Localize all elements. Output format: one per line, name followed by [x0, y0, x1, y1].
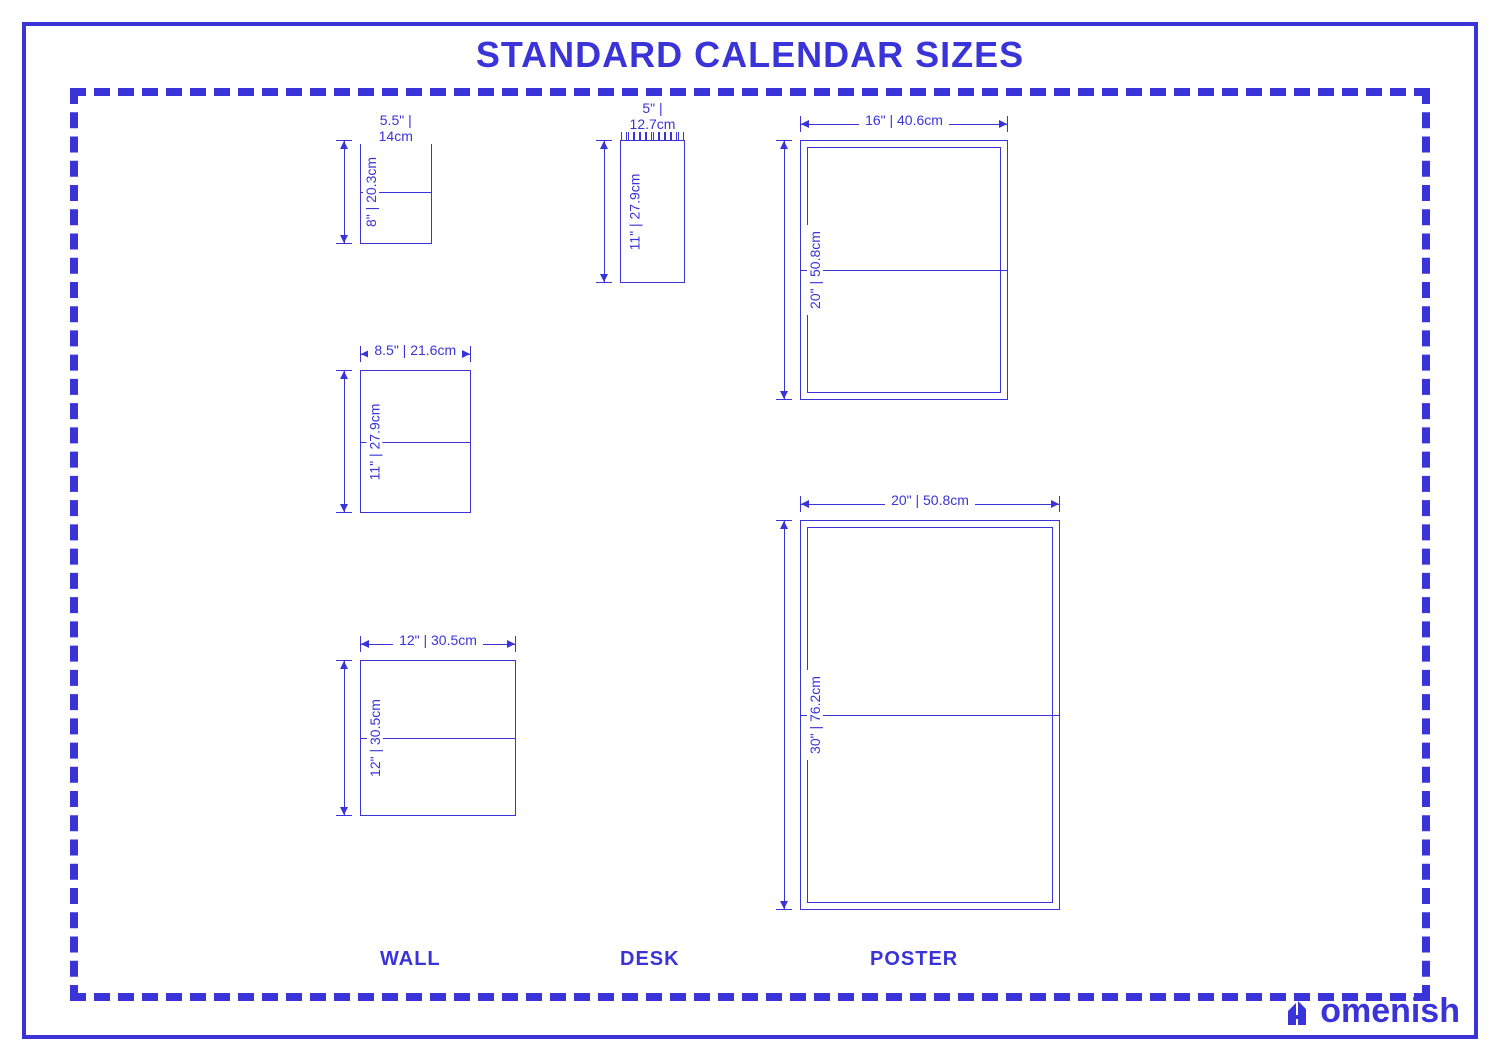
height-label: 12" | 30.5cm [367, 693, 383, 783]
calendar-wall_medium: 8.5" | 21.6cm11" | 27.9cm [360, 370, 471, 513]
width-label: 5" | 12.7cm [620, 100, 685, 132]
height-label: 8" | 20.3cm [363, 151, 379, 233]
height-label: 20" | 50.8cm [807, 225, 823, 315]
calendar-box [800, 140, 1008, 400]
width-label: 12" | 30.5cm [393, 632, 483, 648]
height-dimension: 11" | 27.9cm [334, 370, 356, 513]
width-dimension: 12" | 30.5cm [360, 634, 516, 656]
calendar-wall_large: 12" | 30.5cm12" | 30.5cm [360, 660, 516, 816]
calendar-poster_small: 16" | 40.6cm20" | 50.8cm [800, 140, 1008, 400]
height-dimension: 11" | 27.9cm [594, 140, 616, 283]
category-desk: DESK [620, 948, 680, 971]
calendar-poster_large: 20" | 50.8cm30" | 76.2cm [800, 520, 1060, 910]
width-label: 8.5" | 21.6cm [368, 342, 462, 358]
height-dimension: 20" | 50.8cm [774, 140, 796, 400]
page-title: STANDARD CALENDAR SIZES [0, 34, 1500, 76]
brand-logo: omenish [1284, 992, 1460, 1031]
calendar-box [800, 520, 1060, 910]
width-dimension: 16" | 40.6cm [800, 114, 1008, 136]
width-dimension: 20" | 50.8cm [800, 494, 1060, 516]
width-label: 5.5" | 14cm [360, 112, 432, 144]
height-dimension: 30" | 76.2cm [774, 520, 796, 910]
width-label: 20" | 50.8cm [885, 492, 975, 508]
height-label: 30" | 76.2cm [807, 670, 823, 760]
calendar-wall_small: 5.5" | 14cm8" | 20.3cm [360, 140, 432, 244]
height-dimension: 8" | 20.3cm [334, 140, 356, 244]
width-dimension: 8.5" | 21.6cm [360, 344, 471, 366]
brand-text: omenish [1320, 992, 1460, 1031]
width-dimension: 5" | 12.7cm [620, 102, 685, 124]
brand-h-icon [1284, 997, 1318, 1027]
dashed-frame [70, 88, 1430, 1001]
height-dimension: 12" | 30.5cm [334, 660, 356, 816]
width-label: 16" | 40.6cm [859, 112, 949, 128]
category-wall: WALL [380, 948, 441, 971]
height-label: 11" | 27.9cm [626, 167, 642, 256]
calendar-box [360, 660, 516, 816]
category-poster: POSTER [870, 948, 958, 971]
width-dimension: 5.5" | 14cm [360, 114, 432, 136]
calendar-desk: 5" | 12.7cm11" | 27.9cm [620, 140, 685, 283]
height-label: 11" | 27.9cm [366, 397, 382, 486]
